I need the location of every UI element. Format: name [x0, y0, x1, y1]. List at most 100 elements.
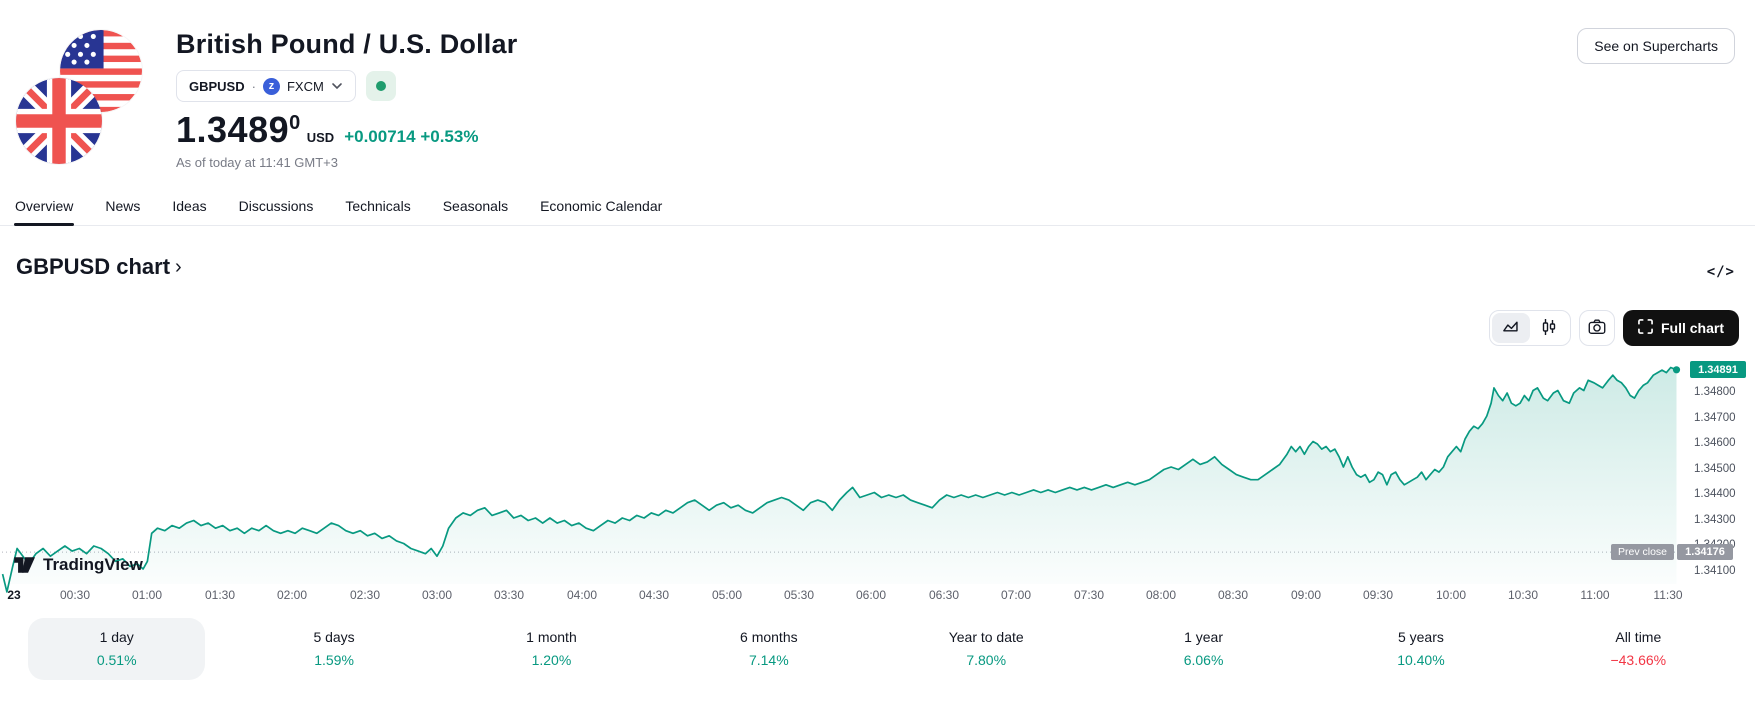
price-chart[interactable]: 1.34800 1.34700 1.34600 1.34500 1.34400 1.343…: [0, 350, 1755, 602]
price-tick-label: 1.34100: [1694, 564, 1736, 577]
period-all-time[interactable]: All time −43.66%: [1550, 618, 1727, 680]
tab-economic-calendar[interactable]: Economic Calendar: [540, 198, 663, 214]
price-change: +0.00714 +0.53%: [344, 127, 479, 146]
prev-close-label: Prev close: [1611, 544, 1675, 560]
price-fraction: 0: [289, 112, 301, 134]
time-tick-label: 05:30: [783, 588, 815, 602]
tradingview-mark-icon: [14, 557, 35, 573]
price-line: [1, 366, 1677, 593]
see-on-supercharts-button[interactable]: See on Supercharts: [1577, 28, 1735, 64]
period-change-bar: 1 day 0.51% 5 days 1.59% 1 month 1.20% 6 month…: [0, 618, 1755, 680]
tab-ideas[interactable]: Ideas: [172, 198, 207, 214]
current-price-badge: 1.34891: [1690, 361, 1746, 379]
full-chart-button[interactable]: Full chart: [1622, 310, 1739, 346]
time-tick-label: 00:30: [59, 588, 91, 602]
symbol-flags: [16, 28, 154, 166]
symbol-tabs: Overview News Ideas Discussions Technicals Se…: [0, 188, 1755, 226]
separator: ·: [251, 78, 256, 94]
time-tick-label: 01:00: [131, 588, 163, 602]
tab-discussions[interactable]: Discussions: [238, 198, 314, 214]
price-tick-label: 1.34500: [1694, 462, 1736, 475]
period-change: 1.20%: [531, 652, 572, 668]
chart-toolbar: Full chart: [0, 310, 1755, 346]
period-change: 7.80%: [966, 652, 1007, 668]
time-tick-label: 08:00: [1145, 588, 1177, 602]
as-of-timestamp: As of today at 11:41 GMT+3: [176, 155, 338, 170]
tab-seasonals[interactable]: Seasonals: [442, 198, 509, 214]
price-tick-label: 1.34600: [1694, 437, 1736, 449]
price-chart-canvas[interactable]: [0, 350, 1755, 602]
time-tick-label: 10:00: [1435, 588, 1467, 602]
time-tick-label: 02:30: [349, 588, 381, 602]
period-label: Year to date: [948, 629, 1024, 645]
period-change: 7.14%: [748, 652, 789, 668]
symbol-header: British Pound / U.S. Dollar GBPUSD · z F…: [0, 0, 1755, 170]
time-tick-label: 06:30: [928, 588, 960, 602]
tradingview-wordmark: TradingView: [43, 555, 143, 574]
period-1-month[interactable]: 1 month 1.20%: [463, 618, 640, 680]
snapshot-button[interactable]: [1578, 310, 1615, 346]
market-open-dot-icon: [375, 81, 386, 91]
exchange-name: FXCM: [286, 78, 324, 94]
time-tick-label: 06:00: [855, 588, 887, 602]
price-tick-label: 1.34800: [1694, 386, 1736, 398]
time-tick-label: 11:00: [1580, 588, 1610, 602]
currency-label: USD: [306, 130, 335, 145]
time-tick-label: 04:00: [566, 588, 598, 602]
tab-overview[interactable]: Overview: [14, 188, 75, 226]
period-label: 1 month: [526, 629, 577, 645]
period-label: All time: [1615, 629, 1662, 645]
prev-close-value: 1.34176: [1677, 544, 1734, 560]
time-tick-label: 02:00: [276, 588, 308, 602]
period-year-to-date[interactable]: Year to date 7.80%: [898, 618, 1075, 680]
camera-icon: [1587, 317, 1607, 340]
chart-section-link[interactable]: GBPUSD chart ›: [16, 254, 182, 280]
tab-technicals[interactable]: Technicals: [345, 198, 411, 214]
last-price: 1.34890: [176, 109, 301, 150]
time-tick-label: 07:30: [1073, 588, 1105, 602]
period-5-years[interactable]: 5 years 10.40%: [1332, 618, 1509, 680]
period-label: 1 day: [99, 629, 134, 645]
price-tick-label: 1.34400: [1694, 488, 1736, 500]
tradingview-logo[interactable]: TradingView: [14, 555, 143, 575]
time-tick-label: 04:30: [638, 588, 670, 602]
chevron-right-icon: ›: [175, 256, 182, 278]
period-change: 0.51%: [96, 652, 137, 668]
market-status-indicator[interactable]: [365, 71, 396, 101]
chart-section-title: GBPUSD chart: [16, 254, 171, 279]
symbol-source-selector[interactable]: GBPUSD · z FXCM: [176, 70, 356, 102]
prev-close-badge: Prev close 1.34176: [1611, 544, 1734, 560]
price-tick-label: 1.34300: [1694, 513, 1736, 526]
area-chart-type-button[interactable]: [1491, 313, 1530, 343]
tab-news[interactable]: News: [105, 198, 141, 214]
fxcm-exchange-icon: z: [262, 77, 280, 95]
time-tick-label: 01:30: [204, 588, 236, 602]
candles-chart-type-button[interactable]: [1530, 313, 1568, 343]
period-label: 6 months: [740, 629, 798, 645]
time-tick-label: 03:00: [421, 588, 453, 602]
chevron-down-icon: [331, 80, 343, 92]
period-label: 5 years: [1397, 629, 1444, 645]
period-label: 5 days: [313, 629, 355, 645]
time-tick-label: 09:00: [1290, 588, 1322, 602]
time-tick-label: 23: [7, 588, 21, 602]
last-price-dot: [1672, 366, 1681, 374]
time-tick-label: 05:00: [711, 588, 743, 602]
time-tick-label: 10:30: [1507, 588, 1539, 602]
price-tick-label: 1.34700: [1694, 411, 1736, 424]
area-fill: [2, 367, 1677, 592]
period-change: 10.40%: [1397, 652, 1445, 668]
period-1-year[interactable]: 1 year 6.06%: [1115, 618, 1292, 680]
period-change: 1.59%: [314, 652, 354, 668]
period-label: 1 year: [1184, 629, 1224, 645]
time-tick-label: 08:30: [1217, 588, 1249, 602]
period-1-day[interactable]: 1 day 0.51%: [28, 618, 206, 680]
full-chart-label: Full chart: [1660, 320, 1724, 336]
embed-code-icon[interactable]: </>: [1706, 264, 1735, 280]
page-title: British Pound / U.S. Dollar: [176, 29, 518, 59]
area-chart-icon: [1501, 317, 1520, 339]
period-5-days[interactable]: 5 days 1.59%: [245, 618, 422, 680]
period-6-months[interactable]: 6 months 7.14%: [680, 618, 857, 680]
fullscreen-icon: [1638, 319, 1653, 337]
chart-type-switch: [1488, 310, 1571, 346]
